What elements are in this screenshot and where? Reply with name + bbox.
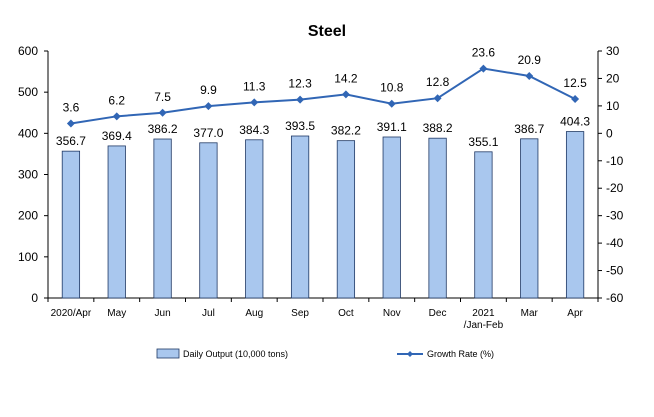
growth-line-series: 3.6 6.2 7.5 9.9 11.3 12.3 14.2 10.8 12.8 23.6 20.9… xyxy=(63,46,587,128)
bar xyxy=(382,136,401,299)
y-left-tick-label: 600 xyxy=(18,44,38,58)
y-right-tick-label: 30 xyxy=(606,44,620,58)
line-value-label: 3.6 xyxy=(63,100,80,114)
line-point xyxy=(341,90,350,99)
y-right-tick-label: -30 xyxy=(606,209,624,223)
line-point xyxy=(250,98,259,107)
legend-line-label: Growth Rate (%) xyxy=(427,349,494,359)
line-point xyxy=(204,102,213,111)
bar-value-label: 386.7 xyxy=(514,122,544,136)
bar-value-label: 393.5 xyxy=(285,119,315,133)
line-point xyxy=(387,99,396,108)
x-tick-label: Dec xyxy=(429,308,447,319)
x-tick-label: 2021/Jan-Feb xyxy=(464,308,504,331)
x-tick-label: Jul xyxy=(202,308,215,319)
bar xyxy=(61,150,81,299)
line-point xyxy=(525,71,534,80)
y-right-tick-label: -20 xyxy=(606,181,624,195)
bar xyxy=(565,131,585,299)
y-left-tick-label: 400 xyxy=(18,126,38,140)
bar-value-label: 386.2 xyxy=(148,122,178,136)
line-value-label: 12.8 xyxy=(426,75,450,89)
bar xyxy=(245,139,264,299)
line-value-label: 11.3 xyxy=(243,79,266,93)
legend-bar-label: Daily Output (10,000 tons) xyxy=(183,349,288,359)
line-point xyxy=(296,95,305,104)
legend-line-marker xyxy=(407,351,413,357)
bar-value-label: 382.2 xyxy=(331,124,361,138)
line-point xyxy=(112,112,121,121)
line-value-label: 9.9 xyxy=(200,83,217,97)
x-tick-label: Apr xyxy=(567,308,583,319)
x-tick-label: May xyxy=(107,308,126,319)
y-right-tick-label: 10 xyxy=(606,99,620,113)
x-tick-label: Sep xyxy=(291,308,309,319)
line-point xyxy=(571,95,580,104)
bar xyxy=(520,138,539,299)
x-tick-label: Oct xyxy=(338,308,354,319)
bar-value-label: 369.4 xyxy=(102,129,132,143)
chart-title: Steel xyxy=(308,23,346,40)
line-value-label: 20.9 xyxy=(518,53,542,67)
line-value-label: 12.3 xyxy=(288,77,312,91)
bar xyxy=(336,140,356,299)
bar-value-label: 377.0 xyxy=(193,126,223,140)
y-left-tick-label: 200 xyxy=(18,209,38,223)
y-left-tick-label: 100 xyxy=(18,250,38,264)
y-right-tick-label: 20 xyxy=(606,71,620,85)
line-value-label: 12.5 xyxy=(563,76,587,90)
line-value-label: 7.5 xyxy=(154,90,171,104)
bar-series: 356.7 369.4 386.2 377.0 384.3 393.5 382.2 391.1… xyxy=(56,115,590,299)
growth-line xyxy=(70,67,576,125)
x-tick-label: 2020/Apr xyxy=(51,308,92,319)
legend-bar-swatch xyxy=(156,348,180,359)
bar-value-label: 404.3 xyxy=(560,115,590,129)
line-point xyxy=(479,64,488,73)
y-right-tick-label: -60 xyxy=(606,291,624,305)
legend: Daily Output (10,000 tons) Growth Rate (%… xyxy=(156,348,494,359)
y-left-tick-label: 300 xyxy=(18,168,38,182)
bar-value-label: 384.3 xyxy=(239,123,269,137)
bar xyxy=(199,142,218,299)
x-tick-label: Jun xyxy=(155,308,171,319)
y-right-tick-label: -40 xyxy=(606,236,624,250)
bar xyxy=(153,138,172,299)
bar xyxy=(474,151,493,299)
y-left-tick-label: 0 xyxy=(31,291,38,305)
x-tick-label: Nov xyxy=(383,308,401,319)
axes: 0 100 200 300 400 500 600 -60 -50 -40 -30 -20 -10 0 10… xyxy=(18,44,624,331)
line-point xyxy=(66,119,75,128)
bar-value-label: 388.2 xyxy=(423,121,453,135)
y-left-tick-label: 500 xyxy=(18,85,38,99)
y-right-tick-label: 0 xyxy=(606,126,613,140)
line-value-label: 10.8 xyxy=(380,81,404,95)
bar xyxy=(107,145,126,299)
y-right-tick-label: -10 xyxy=(606,154,624,168)
line-value-label: 23.6 xyxy=(472,46,496,60)
line-value-label: 14.2 xyxy=(334,71,358,85)
bar-value-label: 355.1 xyxy=(468,135,498,149)
y-right-tick-label: -50 xyxy=(606,264,624,278)
bar-value-label: 391.1 xyxy=(377,120,407,134)
line-point xyxy=(158,108,167,117)
line-value-label: 6.2 xyxy=(108,93,125,107)
line-point xyxy=(433,94,442,103)
bar-value-label: 356.7 xyxy=(56,134,86,148)
bar xyxy=(290,135,310,299)
bar xyxy=(428,137,447,299)
x-tick-label: Aug xyxy=(245,308,263,319)
x-tick-label: Mar xyxy=(521,308,539,319)
